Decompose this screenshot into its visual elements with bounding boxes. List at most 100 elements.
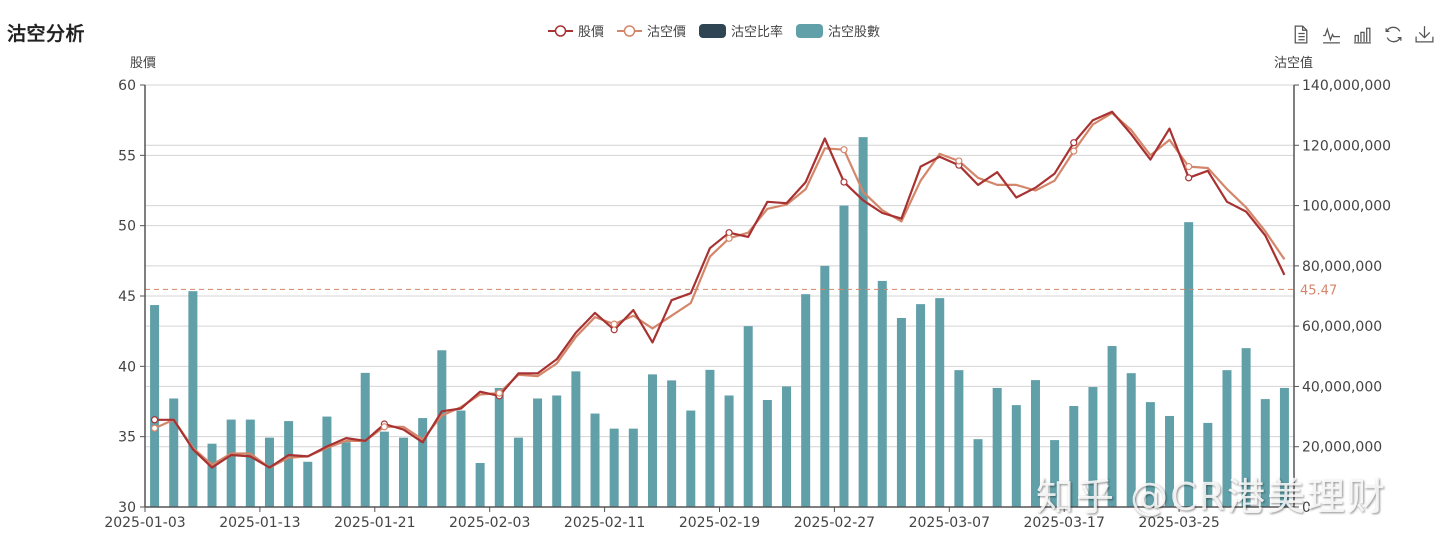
x-axis-tick-label: 2025-02-11 — [564, 515, 645, 531]
bar-short-volume[interactable] — [743, 326, 753, 507]
bar-short-volume[interactable] — [1126, 373, 1136, 507]
bar-short-volume[interactable] — [935, 298, 945, 507]
bar-short-volume[interactable] — [552, 395, 562, 507]
line-chart-icon[interactable] — [1321, 24, 1342, 45]
bar-short-volume[interactable] — [264, 437, 274, 507]
bar-short-volume[interactable] — [399, 437, 409, 507]
data-point-marker[interactable] — [150, 424, 159, 432]
legend-label: 沽空價 — [647, 25, 687, 40]
chart-title: 沽空分析 — [7, 23, 86, 45]
data-view-icon[interactable] — [1290, 24, 1311, 45]
x-axis-tick-label: 2025-03-17 — [1024, 515, 1105, 531]
bar-short-volume[interactable] — [839, 205, 849, 508]
bar-short-volume[interactable] — [322, 416, 332, 507]
legend-label: 股價 — [578, 25, 605, 40]
bar-short-volume[interactable] — [1145, 402, 1155, 507]
legend-item-short-ratio[interactable]: 沽空比率 — [699, 21, 783, 40]
bar-short-volume[interactable] — [820, 265, 830, 507]
right-axis-tick-label: 140,000,000 — [1302, 78, 1391, 94]
line-marker-icon — [617, 24, 643, 37]
right-axis-tick-label: 120,000,000 — [1302, 138, 1391, 154]
bar-short-volume[interactable] — [188, 291, 198, 507]
bar-short-volume[interactable] — [1088, 387, 1098, 507]
bar-short-volume[interactable] — [1050, 440, 1060, 507]
download-icon[interactable] — [1414, 24, 1435, 45]
bar-short-volume[interactable] — [590, 413, 600, 507]
markline-label: 45.47 — [1300, 283, 1337, 298]
bar-short-volume[interactable] — [1203, 422, 1213, 507]
bar-short-volume[interactable] — [973, 439, 983, 507]
bar-short-volume[interactable] — [226, 419, 236, 507]
legend-item-short-price[interactable]: 沽空價 — [617, 21, 686, 40]
data-point-marker[interactable] — [840, 178, 848, 186]
data-point-marker[interactable] — [610, 320, 618, 328]
bar-short-volume[interactable] — [801, 294, 811, 507]
bar-short-volume[interactable] — [762, 399, 772, 507]
bar-short-volume[interactable] — [533, 398, 543, 507]
legend-item-stock-price[interactable]: 股價 — [548, 21, 604, 40]
data-point-marker[interactable] — [725, 234, 733, 242]
bar-short-volume[interactable] — [284, 421, 294, 507]
data-point-marker[interactable] — [1070, 139, 1078, 147]
restore-icon[interactable] — [1383, 24, 1404, 45]
line-stock-price[interactable] — [154, 110, 1286, 469]
bar-short-volume[interactable] — [896, 318, 906, 507]
bar-short-volume[interactable] — [667, 380, 677, 507]
bar-short-volume[interactable] — [1069, 406, 1079, 507]
bar-short-volume[interactable] — [169, 398, 179, 507]
bar-short-volume[interactable] — [1184, 222, 1194, 507]
bar-short-volume[interactable] — [1030, 380, 1040, 507]
bar-short-volume[interactable] — [782, 386, 792, 507]
bar-short-volume[interactable] — [379, 431, 389, 507]
bar-short-volume[interactable] — [513, 437, 523, 507]
bar-short-volume[interactable] — [992, 387, 1002, 507]
bar-short-volume[interactable] — [858, 137, 868, 507]
x-axis-tick-label: 2025-03-25 — [1138, 515, 1219, 531]
bar-short-volume[interactable] — [341, 442, 351, 507]
bar-short-volume[interactable] — [245, 419, 255, 507]
bar-short-volume[interactable] — [609, 428, 619, 507]
bar-short-volume[interactable] — [303, 461, 313, 507]
bar-short-volume[interactable] — [150, 305, 160, 507]
left-axis-tick-label: 45 — [118, 289, 136, 305]
bar-short-volume[interactable] — [1279, 387, 1289, 507]
bar-short-volume[interactable] — [494, 387, 504, 507]
bar-short-volume[interactable] — [916, 304, 926, 507]
bar-short-volume[interactable] — [954, 370, 964, 507]
data-point-marker[interactable] — [495, 389, 503, 397]
bar-short-volume[interactable] — [647, 374, 657, 507]
data-point-marker[interactable] — [1070, 147, 1078, 155]
x-axis-tick-label: 2025-01-13 — [219, 515, 300, 531]
bar-short-volume[interactable] — [724, 395, 734, 507]
left-axis-tick-label: 35 — [118, 430, 136, 446]
x-axis-tick-label: 2025-03-07 — [909, 515, 990, 531]
bar-short-volume[interactable] — [1107, 346, 1117, 507]
data-point-marker[interactable] — [150, 416, 159, 424]
data-point-marker[interactable] — [380, 423, 388, 431]
bar-short-volume[interactable] — [437, 350, 447, 507]
left-axis-tick-label: 30 — [118, 500, 136, 516]
line-short-price[interactable] — [154, 111, 1286, 469]
data-point-marker[interactable] — [1185, 174, 1193, 182]
legend-item-short-volume[interactable]: 沽空股數 — [796, 21, 880, 40]
bar-short-volume[interactable] — [1222, 370, 1232, 507]
bar-short-volume[interactable] — [475, 462, 485, 507]
data-point-marker[interactable] — [840, 146, 848, 154]
bar-chart-icon[interactable] — [1352, 24, 1373, 45]
bar-short-volume[interactable] — [418, 418, 428, 507]
bar-short-volume[interactable] — [571, 371, 581, 507]
x-axis-tick-label: 2025-01-21 — [334, 515, 415, 531]
bar-short-volume[interactable] — [1260, 399, 1270, 507]
bar-short-volume[interactable] — [1241, 348, 1251, 507]
bar-short-volume[interactable] — [686, 410, 696, 507]
data-point-marker[interactable] — [1185, 162, 1193, 171]
bar-short-volume[interactable] — [628, 428, 638, 507]
bar-short-volume[interactable] — [456, 410, 466, 507]
data-point-marker[interactable] — [955, 157, 963, 165]
bar-short-volume[interactable] — [877, 280, 887, 507]
bar-short-volume[interactable] — [1011, 405, 1021, 507]
bar-short-volume[interactable] — [207, 443, 217, 507]
bar-short-volume[interactable] — [705, 369, 715, 507]
bar-short-volume[interactable] — [1165, 415, 1175, 507]
